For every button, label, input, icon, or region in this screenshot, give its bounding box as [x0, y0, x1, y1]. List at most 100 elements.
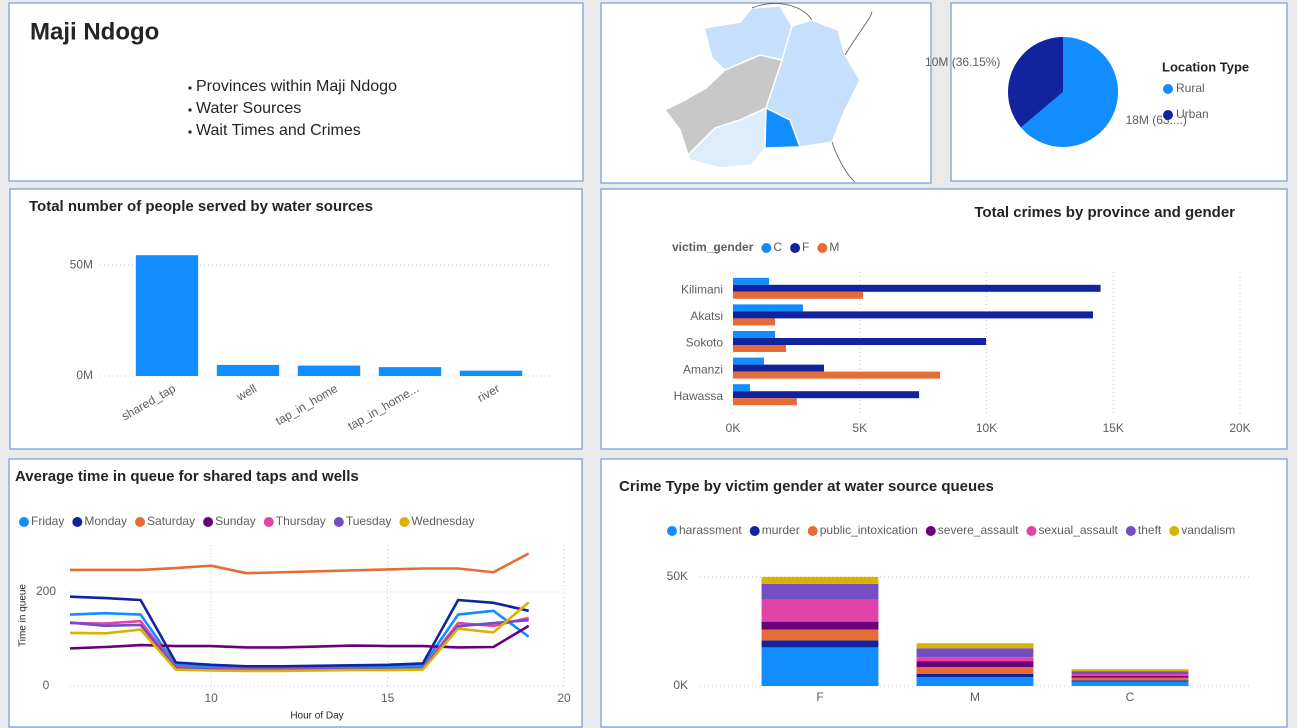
bar-segment	[761, 576, 879, 584]
legend-label: F	[802, 240, 809, 254]
y-tick-label: Amanzi	[683, 362, 723, 376]
legend-marker	[1169, 526, 1180, 536]
y-tick-label: 50K	[667, 569, 688, 583]
x-tick-label: 0K	[726, 421, 741, 435]
bar-segment	[1071, 680, 1189, 682]
bar	[733, 311, 1093, 319]
x-tick-label: C	[1126, 690, 1135, 704]
y-tick-label: 0M	[76, 368, 93, 382]
bar	[216, 364, 280, 376]
x-tick-label: M	[970, 690, 980, 704]
bar-segment	[916, 677, 1034, 686]
line-series	[69, 601, 530, 673]
chart-title: Crime Type by victim gender at water sou…	[619, 478, 994, 495]
chart-title: Total number of people served by water s…	[29, 198, 373, 215]
bar	[733, 291, 864, 299]
bar-segment	[761, 621, 879, 630]
legend-marker	[203, 517, 214, 527]
legend-marker	[263, 517, 274, 527]
legend-title: victim_gender	[672, 240, 754, 254]
legend-label: Thursday	[276, 514, 326, 528]
bar-segment	[761, 640, 879, 648]
legend-marker	[667, 526, 677, 536]
bar	[733, 391, 920, 399]
y-tick-label: 50M	[70, 257, 93, 271]
line-panel	[8, 458, 583, 728]
legend-title: Location Type	[1162, 59, 1249, 74]
legend-marker	[761, 243, 772, 253]
bar-segment	[916, 667, 1034, 674]
pie-slice	[1007, 36, 1063, 128]
y-tick-label: 0	[43, 678, 50, 692]
legend-label: public_intoxication	[820, 523, 918, 537]
legend-marker	[1163, 84, 1173, 94]
hbar-panel	[600, 188, 1288, 450]
x-tick-label: 10	[204, 691, 218, 705]
legend-label: M	[829, 240, 839, 254]
y-tick-label: 0K	[673, 678, 688, 692]
x-tick-label: 5K	[852, 421, 867, 435]
legend-marker	[790, 243, 801, 253]
bar-segment	[761, 583, 879, 600]
x-tick-label: 10K	[976, 421, 997, 435]
y-tick-label: Sokoto	[686, 336, 724, 350]
chart-title: Average time in queue for shared taps an…	[15, 468, 359, 485]
bar-segment	[916, 661, 1034, 668]
bar	[733, 364, 825, 372]
legend-label: C	[773, 240, 782, 254]
line-series	[69, 609, 530, 670]
chart-title: Total crimes by province and gender	[974, 204, 1235, 221]
bar	[733, 284, 1101, 292]
legend-label: Friday	[31, 514, 64, 528]
legend-label: harassment	[679, 523, 742, 537]
x-tick-label: 20	[557, 691, 571, 705]
y-tick-label: Akatsi	[690, 309, 723, 323]
legend-label: sexual_assault	[1039, 523, 1119, 537]
bullet-text: Water Sources	[196, 100, 301, 117]
legend-marker	[807, 526, 818, 536]
legend-label: Monday	[84, 514, 127, 528]
bar-panel	[9, 188, 583, 450]
bar-segment	[1071, 677, 1189, 681]
legend-label: severe_assault	[938, 523, 1019, 537]
legend-marker	[1026, 526, 1037, 536]
legend-label: murder	[762, 523, 800, 537]
x-tick-label: F	[816, 690, 823, 704]
dashboard-title: Maji Ndogo	[30, 18, 159, 45]
bar	[733, 331, 776, 338]
bar	[733, 338, 986, 345]
pie-slice	[1020, 37, 1118, 147]
bar-segment	[916, 657, 1034, 662]
bullet	[188, 108, 192, 112]
y-tick-label: 200	[36, 584, 56, 598]
pie-panel	[950, 2, 1288, 182]
line-series	[69, 624, 530, 650]
x-tick-label: 15K	[1103, 421, 1124, 435]
data-label: 10M (36.15%)	[925, 55, 1000, 69]
bar	[733, 371, 941, 379]
legend-marker	[749, 526, 760, 536]
map-border	[751, 3, 873, 183]
bar-segment	[761, 599, 879, 622]
legend-label: theft	[1138, 523, 1162, 537]
bar	[733, 304, 803, 312]
stacked-panel	[600, 458, 1288, 728]
legend-label: Wednesday	[411, 514, 474, 528]
bar	[733, 398, 797, 406]
bar	[733, 277, 769, 285]
title-panel	[8, 2, 584, 182]
bullet	[188, 130, 192, 134]
bar	[459, 370, 523, 376]
bar-segment	[916, 648, 1034, 658]
legend-marker	[1125, 526, 1136, 536]
bar-segment	[1071, 671, 1189, 674]
bar-segment	[916, 674, 1034, 678]
map	[663, 3, 873, 183]
bar	[733, 384, 750, 392]
bar-segment	[1071, 674, 1189, 676]
bar-segment	[1071, 669, 1189, 672]
bar	[733, 318, 776, 326]
legend-label: Tuesday	[346, 514, 392, 528]
legend-marker	[1163, 110, 1173, 120]
